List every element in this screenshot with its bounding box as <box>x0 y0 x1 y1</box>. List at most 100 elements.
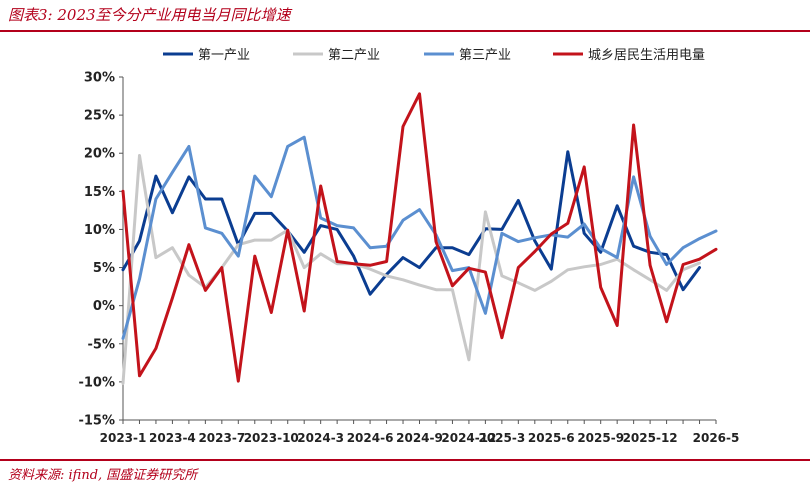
top-divider <box>0 30 810 32</box>
y-tick-label: 0% <box>93 299 115 314</box>
y-tick-label: -5% <box>88 337 115 352</box>
data-point <box>615 324 619 327</box>
data-point <box>352 262 355 265</box>
data-point <box>319 184 322 188</box>
data-point <box>121 382 125 385</box>
data-point <box>665 289 668 292</box>
data-point <box>451 269 454 272</box>
data-point <box>615 204 619 208</box>
data-point <box>171 211 174 214</box>
data-point <box>566 222 569 225</box>
data-point <box>335 228 339 231</box>
data-point <box>451 246 454 249</box>
legend-label-3: 第三产业 <box>459 48 511 63</box>
data-point <box>467 253 471 256</box>
data-point <box>533 239 537 243</box>
x-tick-label: 2025-12 <box>623 431 678 445</box>
data-point <box>385 260 388 263</box>
data-point <box>681 263 685 266</box>
data-point <box>467 358 471 361</box>
series-line-4 <box>121 92 718 383</box>
data-point <box>138 277 141 281</box>
data-point <box>187 145 191 148</box>
data-point <box>401 278 405 281</box>
data-point <box>204 197 207 201</box>
data-point <box>714 248 718 251</box>
x-tick-label: 2023-1 <box>100 431 147 445</box>
data-point <box>665 263 668 266</box>
data-point <box>599 286 602 289</box>
data-point <box>171 171 174 174</box>
data-point <box>187 273 191 277</box>
data-point <box>500 232 504 235</box>
data-point <box>368 264 372 267</box>
y-tick-label: -10% <box>78 375 115 390</box>
data-point <box>154 256 158 259</box>
data-point <box>632 175 635 179</box>
data-point <box>401 256 405 259</box>
data-point <box>138 374 141 377</box>
legend-label-1: 第一产业 <box>198 48 250 63</box>
data-point <box>517 281 520 284</box>
legend: 第一产业 第二产业 第三产业 城乡居民生活用电量 <box>163 48 705 63</box>
data-point <box>154 174 158 178</box>
chart-title: 图表3: 2023至今分产业用电当月同比增速 <box>8 6 291 24</box>
data-point <box>253 238 256 242</box>
x-tick-label: 2024-6 <box>347 431 394 445</box>
data-point <box>121 268 125 272</box>
data-point <box>698 237 701 240</box>
data-point <box>533 289 537 292</box>
y-tick-label: 5% <box>93 261 115 276</box>
data-point <box>270 238 273 242</box>
data-point <box>632 123 635 127</box>
series-line-1 <box>121 150 701 296</box>
data-point <box>517 266 520 269</box>
data-point <box>451 288 454 291</box>
data-point <box>204 289 207 292</box>
x-tick-label: 2023-7 <box>198 431 245 445</box>
data-point <box>253 254 256 258</box>
y-tick-label: 20% <box>84 147 115 162</box>
data-point <box>335 224 339 227</box>
data-point <box>599 251 602 254</box>
x-tick-label: 2025-9 <box>577 431 624 445</box>
data-point <box>171 246 174 249</box>
bottom-divider <box>0 459 810 461</box>
data-point <box>681 288 685 291</box>
series-line-2 <box>121 154 701 385</box>
x-tick-label: 2024-9 <box>396 431 443 445</box>
data-point <box>220 232 224 235</box>
data-point <box>253 174 256 178</box>
legend-label-4: 城乡居民生活用电量 <box>588 48 705 63</box>
data-point <box>302 309 306 313</box>
data-point <box>599 263 602 266</box>
data-point <box>368 267 372 271</box>
data-point <box>319 224 322 227</box>
y-tick-label: -15% <box>78 414 115 429</box>
series-line-3 <box>121 135 718 340</box>
x-tick-label: 2023-10 <box>244 431 299 445</box>
data-point <box>253 212 256 215</box>
data-point <box>187 175 191 179</box>
data-point <box>418 92 421 95</box>
data-point <box>220 197 224 201</box>
data-point <box>698 261 701 265</box>
data-point <box>599 247 602 250</box>
data-point <box>566 150 569 153</box>
y-tick-label: 15% <box>84 185 115 200</box>
y-axis: 30% 25% 20% 15% 10% 5% 0% -5% -10% -15% <box>78 71 124 429</box>
data-point <box>270 212 273 215</box>
data-point <box>401 125 405 128</box>
data-point <box>484 210 487 214</box>
x-tick-label: 2024-3 <box>297 431 344 445</box>
series-group <box>121 92 718 385</box>
data-point <box>121 190 125 193</box>
data-point <box>500 228 504 231</box>
data-point <box>138 154 141 157</box>
data-point <box>418 283 421 287</box>
data-point <box>319 252 322 256</box>
data-point <box>583 232 586 235</box>
data-point <box>270 195 273 198</box>
data-point <box>187 243 191 246</box>
data-point <box>418 208 421 211</box>
